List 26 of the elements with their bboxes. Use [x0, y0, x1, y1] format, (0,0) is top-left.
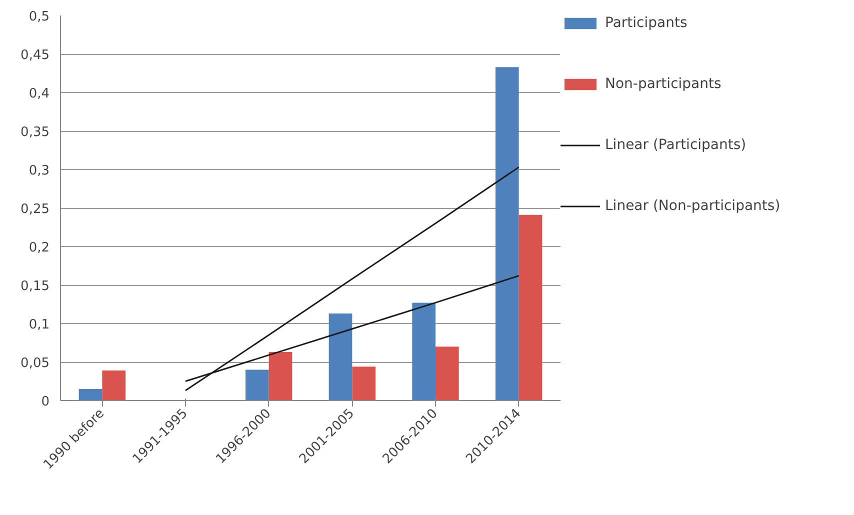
- legend-label: Linear (Participants): [605, 137, 746, 153]
- legend-label: Linear (Non-participants): [605, 198, 780, 214]
- y-tick-label: 0,1: [28, 318, 50, 332]
- y-tick-label: 0,35: [20, 125, 50, 140]
- line-series: [184, 166, 520, 392]
- legend-label: Non-participants: [605, 76, 722, 92]
- bar: [78, 388, 102, 400]
- bar: [352, 366, 376, 400]
- y-tick-label: 0,4: [28, 86, 50, 102]
- y-tick-label: 0,25: [20, 202, 50, 217]
- y-tick-label: 0,45: [20, 48, 50, 63]
- y-tick-label: 0,15: [20, 279, 50, 294]
- bar: [496, 67, 519, 400]
- bar: [328, 313, 352, 400]
- bar: [412, 302, 436, 400]
- y-tick-label: 0,05: [20, 356, 50, 371]
- y-tick-label: 0,2: [28, 240, 50, 256]
- bar: [246, 370, 269, 400]
- y-tick-label: 0,3: [28, 164, 50, 178]
- y-tick-label: 0,5: [28, 10, 50, 24]
- bar: [436, 346, 459, 400]
- y-tick-label: 0: [41, 394, 50, 410]
- bar: [518, 214, 542, 400]
- legend-label: Participants: [605, 15, 688, 31]
- bar: [102, 370, 126, 400]
- bar: [268, 352, 292, 400]
